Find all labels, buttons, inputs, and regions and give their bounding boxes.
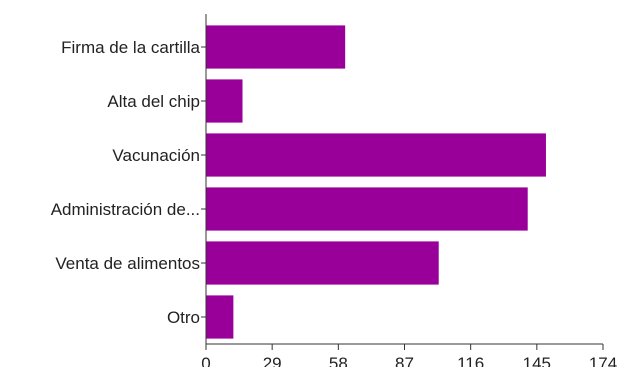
bar-5	[206, 295, 234, 339]
x-tick-label: 58	[329, 354, 348, 367]
x-tick-label: 145	[523, 354, 551, 367]
bar-2	[206, 133, 546, 177]
bar-3	[206, 187, 528, 231]
category-label: Venta de alimentos	[55, 254, 200, 273]
bar-4	[206, 241, 439, 285]
bar-0	[206, 25, 346, 69]
category-label: Firma de la cartilla	[61, 38, 200, 57]
x-tick-label: 174	[589, 354, 617, 367]
category-label: Administración de...	[51, 200, 200, 219]
category-label: Alta del chip	[107, 92, 200, 111]
bars-group	[206, 25, 546, 339]
x-tick-label: 0	[201, 354, 210, 367]
x-axis: 0 29 58 87 116 145 174	[201, 343, 617, 367]
category-label: Vacunación	[112, 146, 200, 165]
x-tick-label: 116	[457, 354, 484, 367]
x-tick-label: 29	[263, 354, 282, 367]
y-axis: Firma de la cartilla Alta del chip Vacunac…	[51, 14, 207, 344]
category-label: Otro	[167, 308, 200, 327]
x-tick-label: 87	[395, 354, 414, 367]
bar-1	[206, 79, 243, 123]
